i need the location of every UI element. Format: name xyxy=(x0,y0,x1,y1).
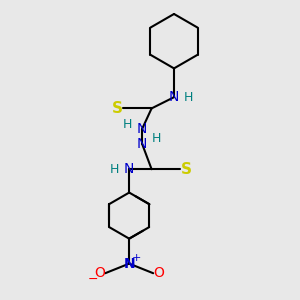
Text: N: N xyxy=(169,90,179,104)
Text: H: H xyxy=(110,163,119,176)
Text: N: N xyxy=(137,136,147,151)
Text: O: O xyxy=(154,266,164,280)
Text: H: H xyxy=(184,91,193,104)
Text: −: − xyxy=(88,272,98,286)
Text: S: S xyxy=(181,162,192,177)
Text: H: H xyxy=(152,132,161,145)
Text: H: H xyxy=(123,118,132,131)
Text: N: N xyxy=(137,122,147,136)
Text: N: N xyxy=(124,162,134,176)
Text: S: S xyxy=(112,101,122,116)
Text: O: O xyxy=(94,266,105,280)
Text: N: N xyxy=(123,256,135,271)
Text: +: + xyxy=(132,253,141,263)
